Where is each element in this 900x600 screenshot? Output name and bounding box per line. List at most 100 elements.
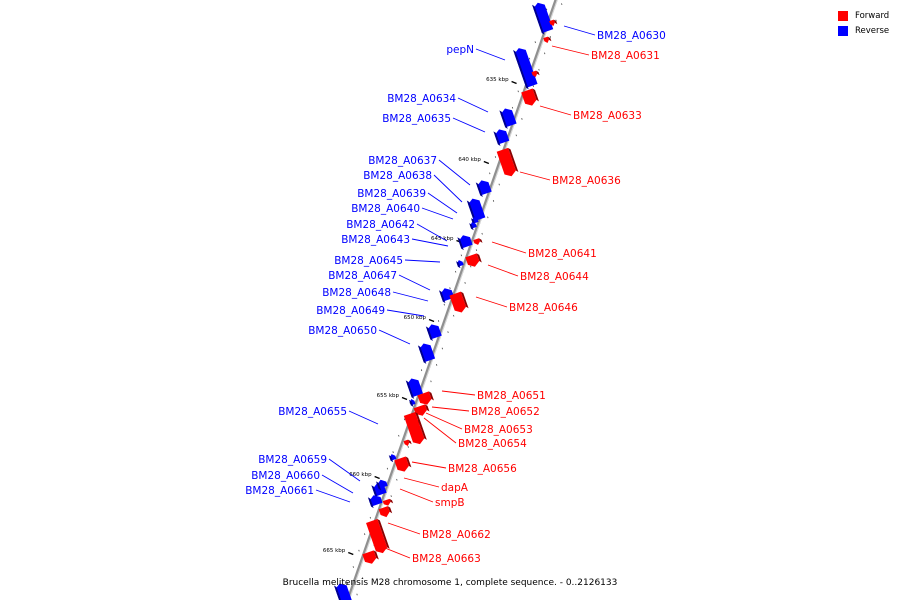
gene-BM28_A0656[interactable] <box>394 456 412 472</box>
gene-BM28_A0651[interactable] <box>417 391 434 405</box>
gene-unlabeled[interactable] <box>408 398 416 407</box>
minor-tick-reverse <box>443 303 445 306</box>
gene-label[interactable]: smpB <box>435 497 465 509</box>
minor-tick-reverse <box>494 156 497 158</box>
gene-label[interactable]: BM28_A0633 <box>573 110 642 122</box>
minor-tick-reverse <box>460 254 462 257</box>
minor-tick-forward <box>447 331 449 334</box>
gene-BM28_A0633[interactable] <box>521 88 539 106</box>
gene-unlabeled[interactable] <box>403 439 412 447</box>
gene-unlabeled[interactable] <box>531 70 540 78</box>
gene-label[interactable]: BM28_A0630 <box>597 30 666 42</box>
gene-BM28_A0630[interactable] <box>532 2 554 35</box>
minor-tick-forward <box>549 36 552 38</box>
gene-label[interactable]: dapA <box>441 482 469 494</box>
gene-BM28_A0634[interactable] <box>499 108 517 129</box>
gene-BM28_A0655[interactable] <box>388 454 397 463</box>
gene-label[interactable]: BM28_A0661 <box>245 485 314 497</box>
gene-label[interactable]: BM28_A0635 <box>382 113 451 125</box>
gene-BM28_A0637[interactable] <box>475 180 492 198</box>
leader-line <box>539 105 572 116</box>
gene-label[interactable]: BM28_A0639 <box>357 188 426 200</box>
gene-label[interactable]: BM28_A0638 <box>363 170 432 182</box>
gene-label[interactable]: BM28_A0631 <box>591 50 660 62</box>
map-caption: Brucella melitensis M28 chromosome 1, co… <box>282 578 618 588</box>
gene-label[interactable]: BM28_A0649 <box>316 305 385 317</box>
minor-tick-forward <box>430 380 432 383</box>
gene-BM28_A0649[interactable] <box>417 343 436 364</box>
minor-tick-reverse <box>364 533 366 536</box>
minor-tick-reverse <box>369 516 372 519</box>
gene-BM28_A0635[interactable] <box>493 129 510 147</box>
gene-BM28_A0654[interactable] <box>403 411 427 445</box>
gene-smpB[interactable] <box>378 506 393 518</box>
gene-label[interactable]: BM28_A0659 <box>258 454 327 466</box>
gene-label[interactable]: BM28_A0636 <box>552 175 621 187</box>
gene-label[interactable]: BM28_A0640 <box>351 203 420 215</box>
leader-line <box>404 259 441 263</box>
minor-tick-forward <box>396 478 398 481</box>
gene-label[interactable]: BM28_A0655 <box>278 406 347 418</box>
gene-label[interactable]: BM28_A0653 <box>464 424 533 436</box>
leader-line <box>321 474 354 494</box>
gene-label[interactable]: pepN <box>446 44 474 56</box>
gene-label[interactable]: BM28_A0637 <box>368 155 437 167</box>
leader-line <box>411 238 449 247</box>
gene-label[interactable]: BM28_A0641 <box>528 248 597 260</box>
tick-label: 635 kbp <box>486 77 509 83</box>
legend-item-forward: Forward <box>838 8 889 23</box>
gene-BM28_A0631[interactable] <box>543 36 552 44</box>
gene-BM28_A0648[interactable] <box>425 324 442 342</box>
tick-label: 640 kbp <box>458 157 481 163</box>
leader-line <box>487 264 519 277</box>
gene-label[interactable]: BM28_A0663 <box>412 553 481 565</box>
gene-BM28_A0652[interactable] <box>413 404 430 416</box>
gene-label[interactable]: BM28_A0651 <box>477 390 546 402</box>
gene-label[interactable]: BM28_A0642 <box>346 219 415 231</box>
gene-label[interactable]: BM28_A0654 <box>458 438 527 450</box>
leader-line <box>328 458 361 482</box>
gene-BM28_A0636[interactable] <box>496 147 519 177</box>
gene-label[interactable]: BM28_A0646 <box>509 302 578 314</box>
gene-BM28_A0660[interactable] <box>367 495 383 509</box>
minor-tick-forward <box>390 495 392 498</box>
gene-BM28_A0662[interactable] <box>366 519 390 554</box>
gene-label[interactable]: BM28_A0645 <box>334 255 403 267</box>
gene-label[interactable]: BM28_A0650 <box>308 325 377 337</box>
gene-pepN[interactable] <box>513 48 538 90</box>
gene-label[interactable]: BM28_A0647 <box>328 270 397 282</box>
gene-label[interactable]: BM28_A0660 <box>251 470 320 482</box>
gene-label[interactable]: BM28_A0652 <box>471 406 540 418</box>
gene-label[interactable]: BM28_A0643 <box>341 234 410 246</box>
gene-label[interactable]: BM28_A0656 <box>448 463 517 475</box>
minor-tick-forward <box>538 68 540 71</box>
minor-tick-reverse <box>545 8 548 11</box>
gene-label[interactable]: BM28_A0662 <box>422 529 491 541</box>
gene-BM28_A0640[interactable] <box>469 222 477 231</box>
gene-BM28_A0663[interactable] <box>362 550 379 564</box>
minor-tick-forward <box>356 593 358 596</box>
minor-tick-reverse <box>352 566 354 568</box>
gene-label[interactable]: BM28_A0648 <box>322 287 391 299</box>
gene-BM28_A0638[interactable] <box>466 198 486 223</box>
gene-unlabeled[interactable] <box>333 583 352 600</box>
gene-label[interactable]: BM28_A0634 <box>387 93 456 105</box>
gene-BM28_A0644[interactable] <box>465 253 482 267</box>
gene-BM28_A0646[interactable] <box>449 291 469 313</box>
gene-BM28_A0642[interactable] <box>457 235 473 251</box>
leader-line <box>491 241 527 254</box>
minor-tick-reverse <box>511 106 514 109</box>
minor-tick-reverse <box>398 434 400 437</box>
gene-BM28_A0661[interactable] <box>376 479 388 491</box>
gene-BM28_A0641[interactable] <box>473 238 483 245</box>
minor-tick-forward <box>481 232 483 235</box>
gene-BM28_A0650[interactable] <box>405 378 423 399</box>
major-tick <box>511 80 517 85</box>
leader-line <box>379 545 411 559</box>
gene-unlabeled[interactable] <box>549 19 558 27</box>
gene-BM28_A0643[interactable] <box>456 260 464 269</box>
legend-swatch-forward <box>838 10 848 21</box>
gene-dapA[interactable] <box>382 498 394 506</box>
gene-label[interactable]: BM28_A0644 <box>520 271 589 283</box>
